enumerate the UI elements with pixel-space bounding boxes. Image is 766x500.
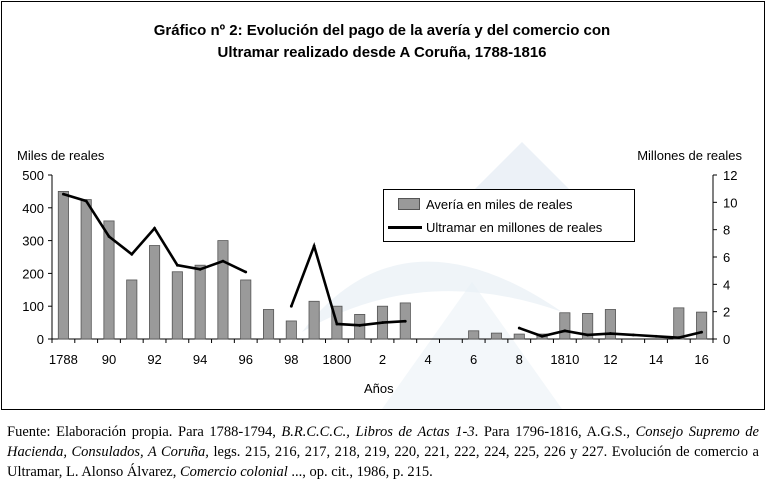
averia-bar <box>80 199 92 340</box>
legend-bar-label: Avería en miles de reales <box>426 196 573 212</box>
right-axis-tick-label: 0 <box>723 332 730 347</box>
ultramar-point <box>403 319 407 323</box>
caption-source-label: Fuente: Elaboración propia. Para 1788-17… <box>7 424 282 440</box>
right-axis-tick-label: 10 <box>723 195 737 210</box>
x-axis-tick-label: 96 <box>239 352 253 367</box>
left-axis-tick-label: 500 <box>22 168 44 183</box>
ultramar-point <box>654 334 658 338</box>
ultramar-point <box>130 252 134 256</box>
ultramar-point <box>631 333 635 337</box>
chart-title-line-2: Ultramar realizado desde A Coruña, 1788-… <box>217 44 547 61</box>
averia-bar <box>604 309 616 340</box>
x-axis-tick-label: 1800 <box>322 352 351 367</box>
averia-bar <box>171 271 183 340</box>
averia-bar <box>673 307 685 340</box>
legend-item-bars: Avería en miles de reales <box>384 194 572 214</box>
averia-bar <box>194 264 206 340</box>
left-axis-tick-label: 100 <box>22 299 44 314</box>
x-axis-label: Años <box>364 381 394 396</box>
ultramar-point <box>563 329 567 333</box>
ultramar-point <box>153 226 156 230</box>
x-axis-tick-label: 98 <box>284 352 298 367</box>
right-axis-tick-label: 2 <box>723 305 730 320</box>
left-axis-tick-label: 300 <box>22 234 44 249</box>
averia-bar <box>263 309 275 340</box>
left-axis-tick-label: 200 <box>22 266 44 281</box>
left-axis-tick-label: 400 <box>22 201 44 216</box>
ultramar-point <box>358 323 362 327</box>
averia-bar <box>57 190 69 340</box>
right-axis-label: Millones de reales <box>637 148 742 163</box>
ultramar-line-segment <box>290 241 406 327</box>
legend-bar-swatch <box>398 198 420 210</box>
caption-line2-end: ..., op. cit., 1986, p. 215. <box>287 464 433 480</box>
ultramar-point <box>586 333 590 337</box>
averia-bar <box>240 279 252 340</box>
caption-mid-1: . Para 1796-1816, A.G.S., <box>474 424 636 440</box>
averia-bar <box>513 333 525 340</box>
averia-bar <box>582 313 594 340</box>
right-axis-tick-label: 12 <box>723 168 737 183</box>
ultramar-point <box>609 332 612 335</box>
legend-line-swatch <box>388 225 422 229</box>
x-axis-tick-label: 90 <box>102 352 116 367</box>
ultramar-point <box>198 267 202 271</box>
x-axis-tick-label: 94 <box>193 352 207 367</box>
legend-line-label: Ultramar en millones de reales <box>426 219 603 235</box>
averia-bar <box>308 300 320 340</box>
x-axis-tick-label: 1810 <box>550 352 579 367</box>
ultramar-point <box>289 304 293 308</box>
averia-bar <box>126 279 138 340</box>
chart-title-line-1: Gráfico nº 2: Evolución del pago de la a… <box>153 22 611 39</box>
averia-bar <box>559 312 571 340</box>
ultramar-point <box>84 199 88 203</box>
x-axis-tick-label: 6 <box>470 352 477 367</box>
source-caption: Fuente: Elaboración propia. Para 1788-17… <box>7 422 759 482</box>
ultramar-point <box>221 259 225 263</box>
caption-source-3: Comercio colonial <box>179 464 288 480</box>
averia-bar <box>490 332 502 340</box>
right-axis-tick-label: 8 <box>723 223 730 238</box>
ultramar-point <box>244 270 248 274</box>
ultramar-point <box>61 192 65 196</box>
x-axis-tick-label: 14 <box>649 352 663 367</box>
x-axis-tick-label: 92 <box>147 352 161 367</box>
ultramar-point <box>335 322 339 326</box>
x-axis-tick-label: 12 <box>603 352 617 367</box>
ultramar-point <box>677 336 681 340</box>
x-axis-tick-label: 4 <box>424 352 431 367</box>
right-axis-tick-label: 4 <box>723 277 730 292</box>
averia-bar <box>217 240 229 340</box>
chart-plot: 0 100 200 300 400 500 0 2 4 6 8 10 12 1788 90 92 94 96 98 1… <box>22 168 737 367</box>
ultramar-point <box>540 334 544 338</box>
averia-bar <box>149 245 161 340</box>
right-axis-tick-label: 6 <box>723 250 730 265</box>
caption-source-2: Consejo Supremo de Hacienda, Consulados,… <box>7 424 759 460</box>
caption-paragraph: Fuente: Elaboración propia. Para 1788-17… <box>7 422 759 482</box>
x-axis-tick-label: 16 <box>694 352 708 367</box>
x-axis-tick-label: 2 <box>379 352 386 367</box>
ultramar-point <box>381 321 384 324</box>
ultramar-point <box>175 263 179 267</box>
averia-bar <box>468 330 480 340</box>
ultramar-point <box>312 244 316 248</box>
ultramar-point <box>107 235 111 238</box>
ultramar-point <box>517 326 521 330</box>
caption-line2-start: Evolución de comercio a Ultramar, L. Alo… <box>7 444 759 480</box>
x-axis-tick-label: 1788 <box>49 352 78 367</box>
x-axis-tick-label: 8 <box>516 352 523 367</box>
legend-item-line: Ultramar en millones de reales <box>384 217 602 237</box>
ultramar-point <box>700 330 704 334</box>
averia-bar <box>696 311 708 340</box>
averia-bar <box>103 220 115 340</box>
left-axis-tick-label: 0 <box>37 332 44 347</box>
caption-source-1: B.R.C.C.C., Libros de Actas 1-3 <box>281 424 475 440</box>
averia-bar <box>285 320 297 340</box>
legend: Avería en miles de reales Ultramar en mi… <box>383 189 635 242</box>
caption-mid-2: legs. 215, 216, 217, 218, 219, 220, 221,… <box>208 444 608 460</box>
left-axis-label: Miles de reales <box>17 148 105 163</box>
